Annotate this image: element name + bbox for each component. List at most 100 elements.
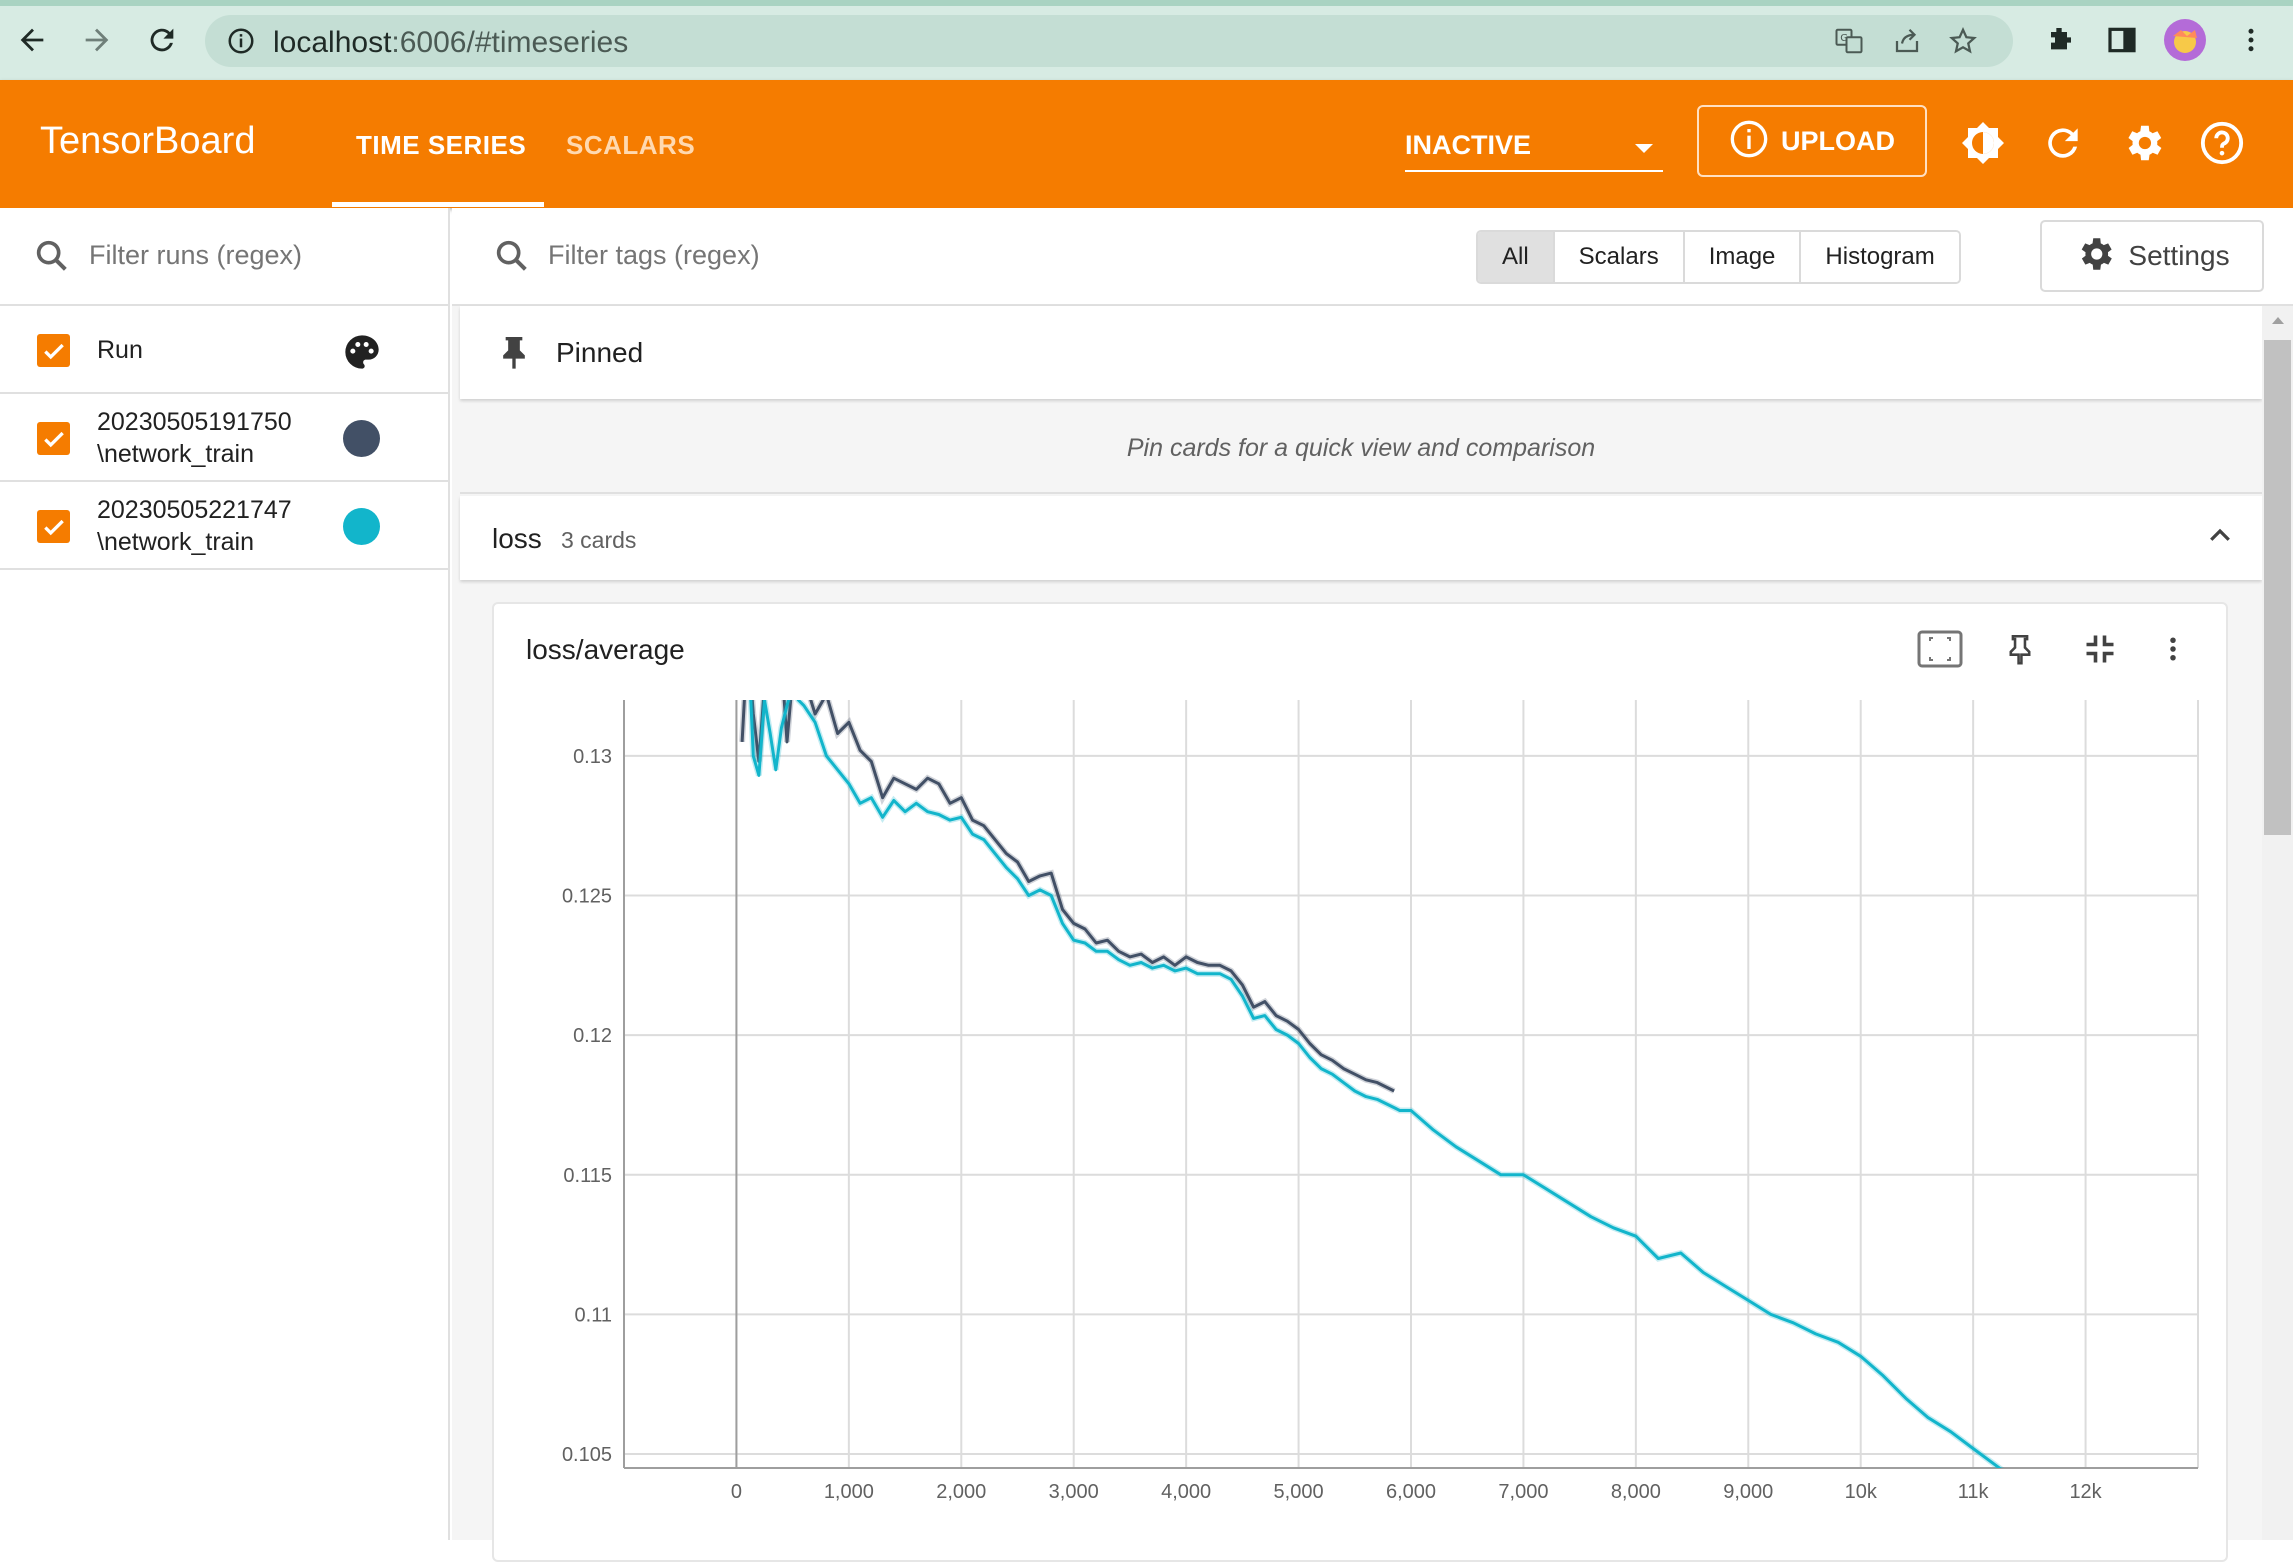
x-tick-label: 4,000: [1161, 1481, 1211, 1503]
run-row[interactable]: 20230505221747 \network_train: [0, 484, 448, 570]
run-name-line1: 20230505191750: [97, 408, 292, 436]
chevron-down-icon: [1635, 144, 1653, 153]
upload-button[interactable]: UPLOAD: [1697, 105, 1927, 177]
side-panel-icon[interactable]: [2100, 18, 2144, 62]
x-tick-label: 7,000: [1498, 1481, 1548, 1503]
pin-card-icon[interactable]: [1995, 624, 2045, 674]
info-icon: [1729, 119, 1769, 164]
forward-icon[interactable]: [75, 18, 119, 62]
palette-icon[interactable]: [342, 332, 382, 377]
back-icon[interactable]: [10, 18, 54, 62]
run-column-header: Run: [97, 336, 143, 364]
tab-time-series[interactable]: TIME SERIES: [356, 130, 527, 160]
profile-avatar[interactable]: [2163, 18, 2207, 62]
x-tick-label: 1,000: [824, 1481, 874, 1503]
x-tick-label: 6,000: [1386, 1481, 1436, 1503]
x-tick-label: 11k: [1958, 1481, 1990, 1503]
brightness-toggle-icon[interactable]: [1957, 117, 2009, 169]
tag-group-header[interactable]: loss 3 cards: [460, 496, 2262, 580]
settings-button[interactable]: Settings: [2040, 220, 2264, 292]
scrollbar-thumb[interactable]: [2264, 340, 2291, 835]
pinned-title: Pinned: [556, 337, 644, 368]
run-color-swatch[interactable]: [343, 508, 380, 545]
series-raw-line: [747, 700, 2005, 1468]
runs-header-row: Run: [0, 308, 448, 394]
run-row[interactable]: 20230505191750 \network_train: [0, 396, 448, 482]
gear-icon: [2074, 233, 2116, 280]
fit-domain-icon[interactable]: [1915, 624, 1965, 674]
url-text: localhost:6006/#timeseries: [273, 26, 629, 59]
x-tick-label: 3,000: [1049, 1481, 1099, 1503]
inactive-select-label: INACTIVE: [1405, 130, 1532, 160]
run-name: 20230505191750 \network_train: [97, 406, 292, 470]
main-panel: Filter tags (regex) All Scalars Image Hi…: [452, 208, 2293, 1562]
inactive-plugins-select[interactable]: INACTIVE: [1405, 126, 1663, 172]
run-color-swatch[interactable]: [343, 420, 380, 457]
translate-icon[interactable]: G: [1827, 19, 1871, 63]
app-header: TensorBoard TIME SERIES SCALARS INACTIVE…: [0, 80, 2293, 208]
run-name: 20230505221747 \network_train: [97, 494, 292, 558]
upload-label: UPLOAD: [1781, 125, 1895, 156]
tags-toolbar: Filter tags (regex) All Scalars Image Hi…: [452, 208, 2293, 306]
runs-filter-input[interactable]: Filter runs (regex): [0, 208, 448, 306]
filter-image-button[interactable]: Image: [1684, 232, 1802, 282]
browser-toolbar: localhost:6006/#timeseries G: [0, 0, 2293, 80]
tab-scalars[interactable]: SCALARS: [566, 130, 696, 160]
settings-gear-icon[interactable]: [2117, 117, 2169, 169]
extensions-icon[interactable]: [2037, 18, 2081, 62]
filter-all-button[interactable]: All: [1478, 232, 1555, 282]
search-icon: [492, 236, 532, 281]
tag-filter-input[interactable]: Filter tags (regex): [548, 240, 760, 270]
x-tick-label: 9,000: [1723, 1481, 1773, 1503]
address-bar[interactable]: localhost:6006/#timeseries G: [205, 15, 2013, 67]
app-title: TensorBoard: [40, 120, 256, 162]
browser-tabstrip: [0, 0, 2293, 6]
collapse-card-icon[interactable]: [2075, 624, 2125, 674]
more-vert-icon[interactable]: [2148, 624, 2198, 674]
run-name-line2: \network_train: [97, 440, 255, 468]
series-line: [749, 700, 2002, 1468]
filter-scalars-button[interactable]: Scalars: [1554, 232, 1685, 282]
settings-label: Settings: [2128, 240, 2230, 271]
svg-text:G: G: [1840, 33, 1848, 44]
plugin-type-filter: All Scalars Image Histogram: [1476, 230, 1961, 284]
site-info-icon[interactable]: [219, 19, 263, 63]
pinned-section-header: Pinned: [460, 306, 2262, 399]
browser-menu-icon[interactable]: [2229, 18, 2273, 62]
x-tick-label: 10k: [1845, 1481, 1878, 1503]
pin-icon: [494, 330, 534, 379]
runs-sidebar: Filter runs (regex) Run 20230505191750 \…: [0, 208, 450, 1540]
runs-filter-placeholder: Filter runs (regex): [89, 240, 303, 270]
select-all-checkbox[interactable]: [37, 334, 70, 367]
series-raw-line: [739, 700, 1396, 1094]
y-tick-label: 0.12: [573, 1025, 612, 1047]
search-icon: [32, 236, 72, 281]
y-tick-label: 0.105: [562, 1444, 612, 1466]
reload-icon[interactable]: [140, 18, 184, 62]
help-icon[interactable]: [2196, 117, 2248, 169]
x-tick-label: 2,000: [936, 1481, 986, 1503]
run-name-line1: 20230505221747: [97, 496, 292, 524]
run-checkbox[interactable]: [37, 422, 70, 455]
share-icon[interactable]: [1885, 19, 1929, 63]
scroll-up-icon[interactable]: [2262, 306, 2293, 334]
x-tick-label: 5,000: [1274, 1481, 1324, 1503]
tag-group-count: 3 cards: [561, 527, 637, 553]
chevron-up-icon[interactable]: [2198, 514, 2242, 558]
card-title: loss/average: [526, 634, 685, 665]
run-checkbox[interactable]: [37, 510, 70, 543]
x-tick-label: 0: [731, 1481, 742, 1503]
run-name-line2: \network_train: [97, 528, 255, 556]
pinned-empty-hint: Pin cards for a quick view and compariso…: [460, 404, 2262, 494]
refresh-icon[interactable]: [2037, 117, 2089, 169]
series-line: [740, 700, 1395, 1093]
active-tab-indicator: [332, 202, 544, 207]
bookmark-star-icon[interactable]: [1941, 19, 1985, 63]
y-tick-label: 0.125: [562, 885, 612, 907]
x-tick-label: 8,000: [1611, 1481, 1661, 1503]
filter-histogram-button[interactable]: Histogram: [1801, 232, 1959, 282]
y-tick-label: 0.115: [563, 1165, 612, 1187]
line-chart[interactable]: 0 1,000 2,000 3,000 4,000 5,000 6,000 7,000 8,00…: [494, 604, 2230, 1564]
y-tick-label: 0.13: [573, 746, 612, 768]
scalar-card: loss/average 0 1,000 2,000 3,000 4,000 5,000 6…: [492, 602, 2228, 1562]
